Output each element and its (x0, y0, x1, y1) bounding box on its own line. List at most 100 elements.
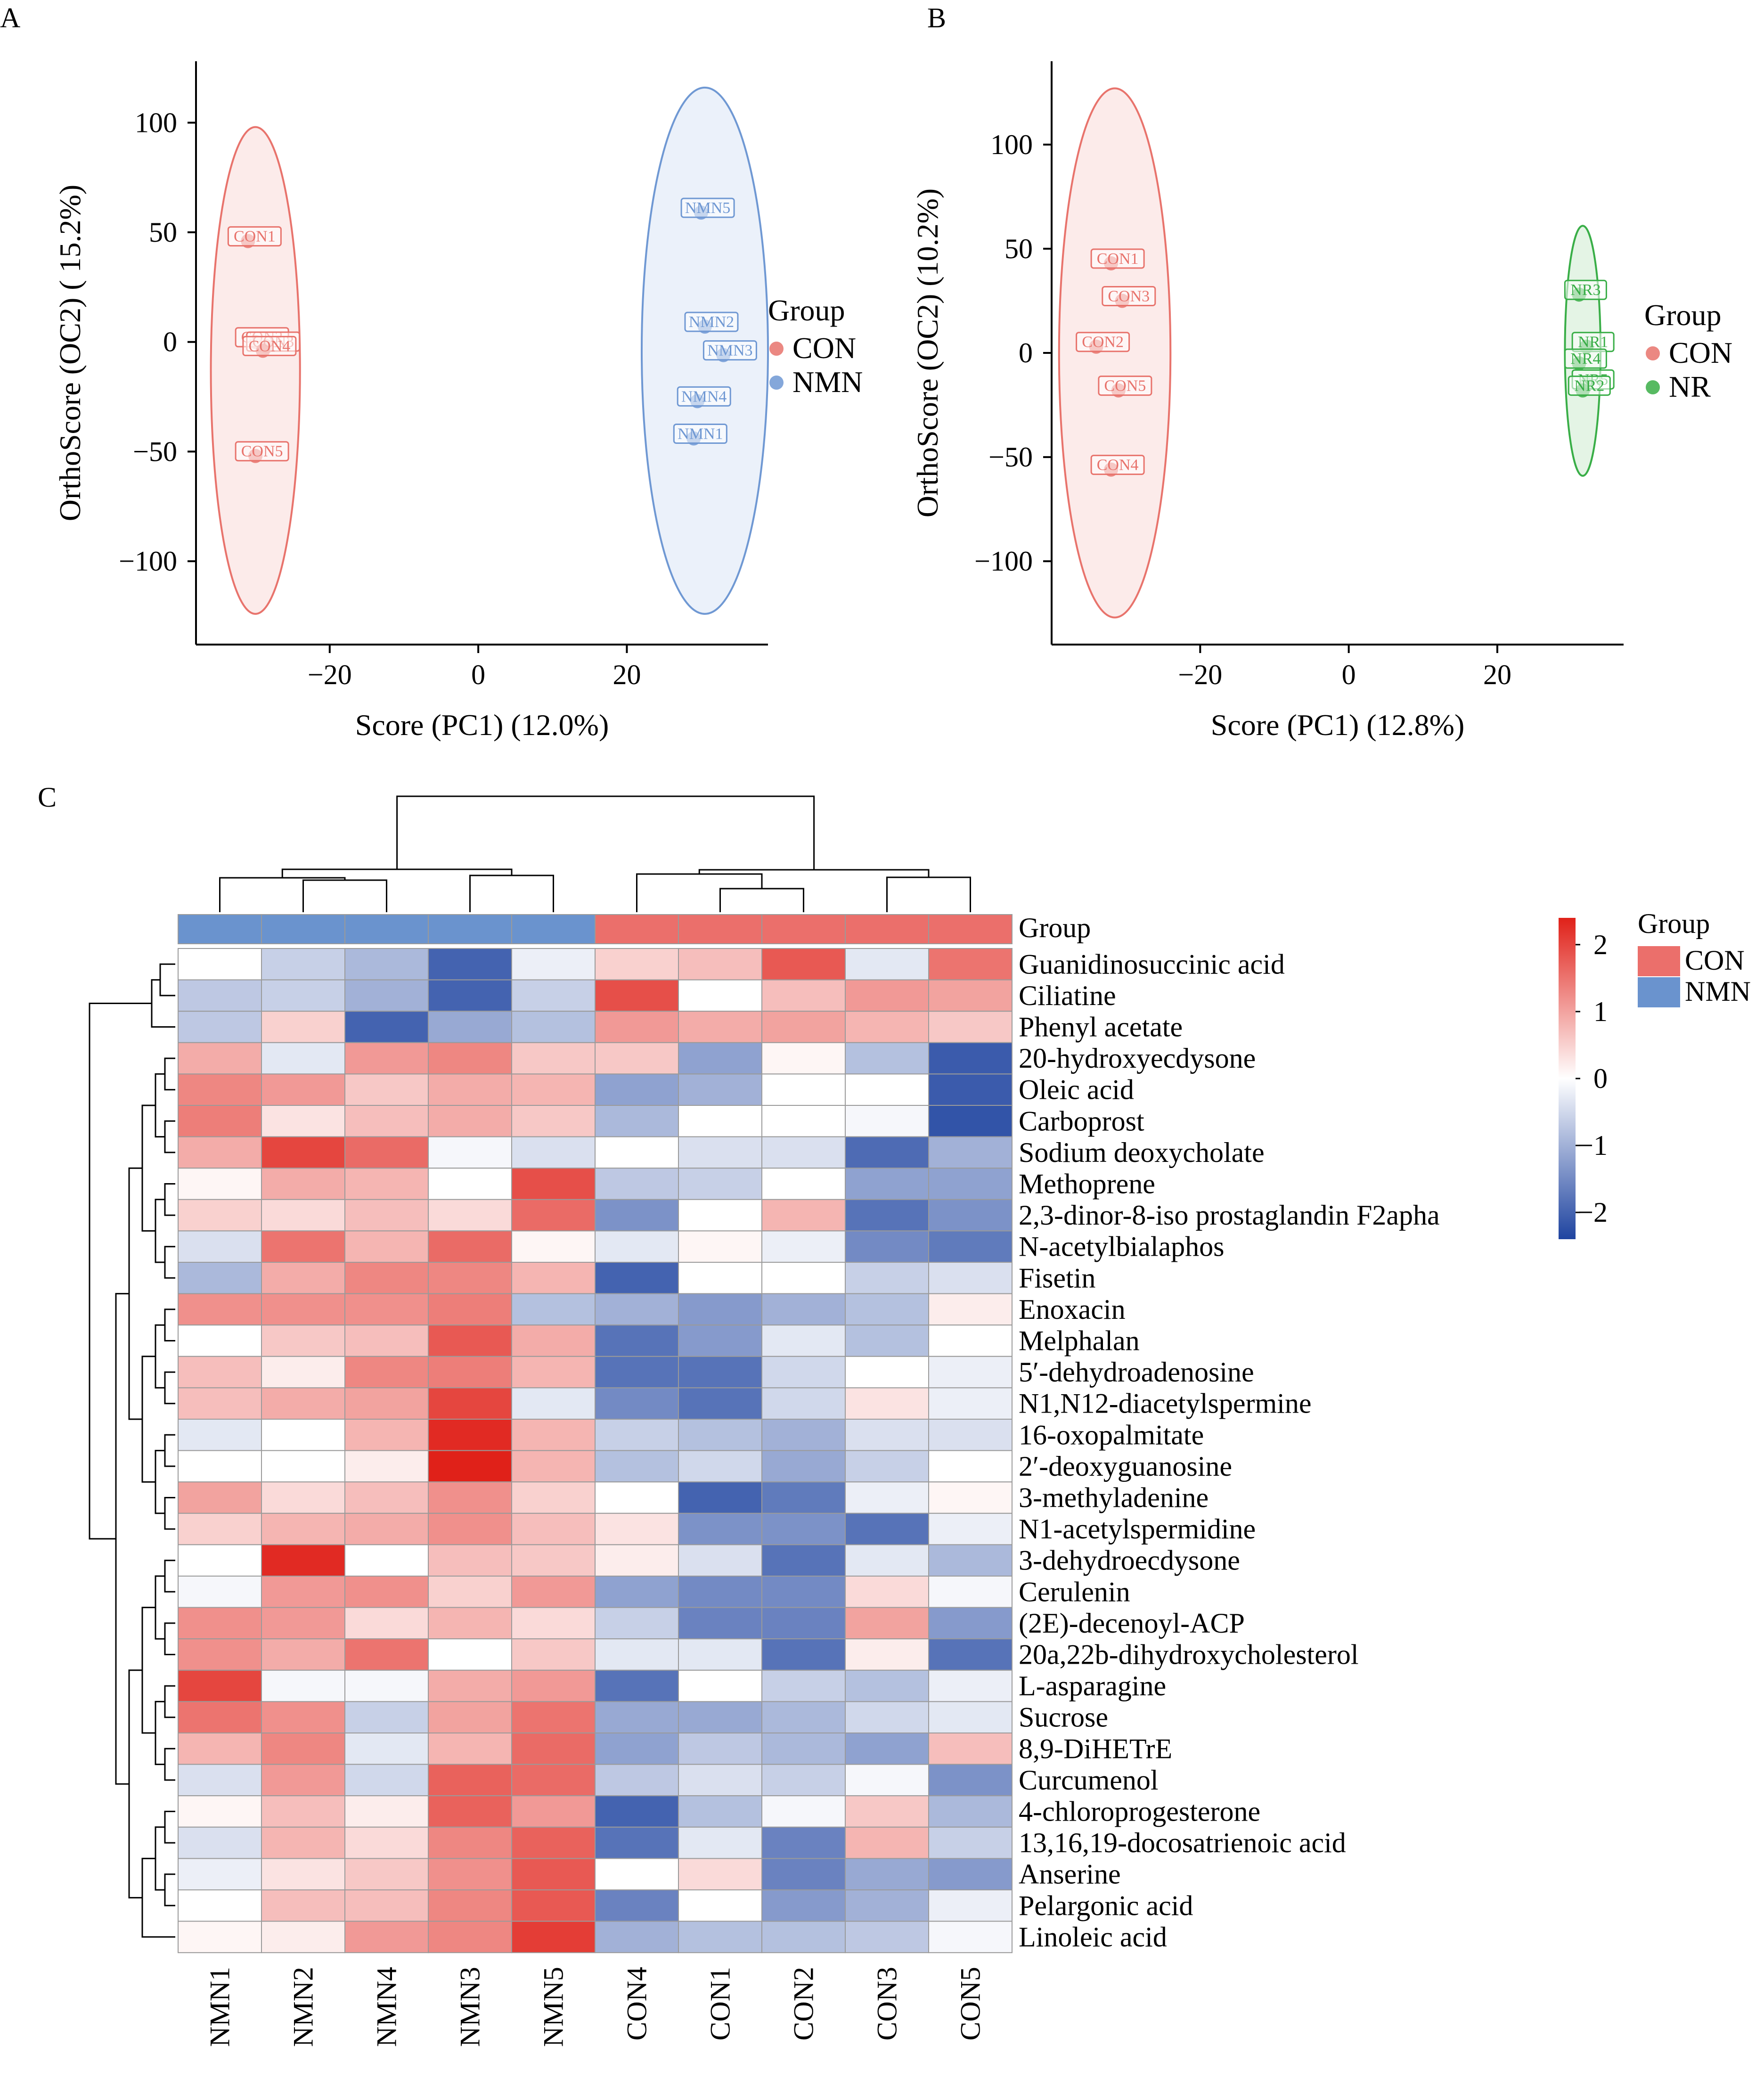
heatmap-cell (845, 1419, 929, 1451)
panel-label: A (0, 2, 20, 33)
row-label: 13,16,19-docosatrienoic acid (1019, 1827, 1346, 1858)
heatmap-cell (511, 1230, 596, 1263)
heatmap-cell (595, 1199, 679, 1232)
heatmap-cell (845, 1324, 929, 1357)
heatmap-cell (178, 1199, 262, 1232)
heatmap-cell (261, 1450, 345, 1483)
heatmap-cell (428, 1889, 512, 1922)
heatmap-cell (678, 1199, 762, 1232)
heatmap-cell (761, 1230, 846, 1263)
point-label-box (684, 311, 739, 332)
heatmap-cell (178, 1607, 262, 1640)
heatmap-cell (845, 1638, 929, 1671)
heatmap-cell (595, 948, 679, 981)
row-label: N1,N12-diacetylspermine (1019, 1388, 1311, 1419)
heatmap-cell (178, 1764, 262, 1797)
row-dendrogram-link (141, 1104, 155, 1232)
heatmap-cell (678, 1136, 762, 1169)
row-dendrogram-link (164, 1246, 175, 1279)
heatmap-cell (761, 1576, 846, 1608)
point-label: NMN2 (689, 313, 734, 331)
heatmap-cell (511, 1450, 596, 1483)
heatmap-cell (344, 1921, 429, 1953)
column-dendrogram-link (719, 888, 804, 912)
heatmap-cell (595, 1481, 679, 1514)
heatmap-cell (344, 1419, 429, 1451)
heatmap-cell (428, 1293, 512, 1326)
heatmap-cell (928, 1795, 1013, 1828)
group-annotation-cell (344, 914, 429, 944)
column-label: NMN1 (204, 1967, 236, 2047)
heatmap-cell (428, 1638, 512, 1671)
heatmap-cell (678, 1921, 762, 1953)
point-label-box (1568, 376, 1611, 396)
group-annotation-cell (261, 914, 345, 944)
heatmap-cell (511, 979, 596, 1012)
heatmap-cell (928, 1544, 1013, 1577)
heatmap-cell (511, 1481, 596, 1514)
point-label: NMN1 (678, 425, 723, 443)
row-label: Anserine (1019, 1859, 1121, 1890)
point-label: NMN5 (685, 199, 730, 217)
heatmap-cell (678, 1733, 762, 1765)
heatmap-cell (344, 1450, 429, 1483)
column-dendrogram-link (636, 873, 763, 912)
heatmap-cell (595, 1042, 679, 1075)
heatmap-cell (178, 1733, 262, 1765)
heatmap-cell (344, 1073, 429, 1106)
point-label-box (1564, 279, 1607, 300)
heatmap-cell (845, 1512, 929, 1545)
heatmap-cell (678, 1638, 762, 1671)
x-axis-label: Score (PC1) (12.8%) (1211, 708, 1465, 742)
heatmap-cell (511, 1764, 596, 1797)
panel-label: B (927, 2, 946, 33)
heatmap-cell (511, 1387, 596, 1420)
point-label-box (677, 386, 731, 407)
heatmap-cell (595, 1733, 679, 1765)
column-label: CON5 (955, 1967, 986, 2041)
heatmap-cell (678, 1858, 762, 1890)
group-annotation-cell (511, 914, 596, 944)
heatmap-cell (845, 1199, 929, 1232)
heatmap-cell (595, 1921, 679, 1953)
heatmap-cell (928, 1450, 1013, 1483)
heatmap-cell (511, 1356, 596, 1389)
heatmap-cell (595, 1889, 679, 1922)
heatmap-cell (178, 1826, 262, 1859)
row-dendrogram-link (164, 1057, 175, 1091)
heatmap-cell (511, 1669, 596, 1702)
heatmap-cell (344, 1733, 429, 1765)
heatmap-cell (344, 1105, 429, 1137)
heatmap-cell (761, 1293, 846, 1326)
row-label: N-acetylbialaphos (1019, 1231, 1225, 1262)
heatmap-cell (928, 1356, 1013, 1389)
row-dendrogram-link (164, 1183, 175, 1216)
heatmap-cell (428, 1419, 512, 1451)
legend-swatch-nmn (769, 376, 784, 390)
heatmap-cell (678, 1607, 762, 1640)
heatmap-cell (511, 1168, 596, 1200)
row-dendrogram-link (128, 1167, 142, 1420)
group-legend-label-nmn: NMN (1685, 976, 1751, 1007)
heatmap-cell (761, 948, 846, 981)
heatmap-cell (761, 1733, 846, 1765)
heatmap-cell (428, 1230, 512, 1263)
confidence-ellipse-con (210, 126, 301, 615)
heatmap-cell (178, 1795, 262, 1828)
row-dendrogram-link (141, 1356, 155, 1483)
heatmap-cell (428, 1324, 512, 1357)
heatmap-cell (761, 1324, 846, 1357)
heatmap-cell (428, 1042, 512, 1075)
heatmap-cell (511, 1419, 596, 1451)
row-label: Sucrose (1019, 1702, 1108, 1733)
heatmap-cell (845, 1795, 929, 1828)
heatmap-cell (595, 1230, 679, 1263)
legend-label-nmn: NMN (792, 365, 863, 399)
heatmap-cell (845, 1356, 929, 1389)
heatmap-cell (428, 1387, 512, 1420)
heatmap-cell (511, 1889, 596, 1922)
row-label: Melphalan (1019, 1325, 1140, 1357)
heatmap-cell (178, 1168, 262, 1200)
heatmap-cell (678, 1042, 762, 1075)
